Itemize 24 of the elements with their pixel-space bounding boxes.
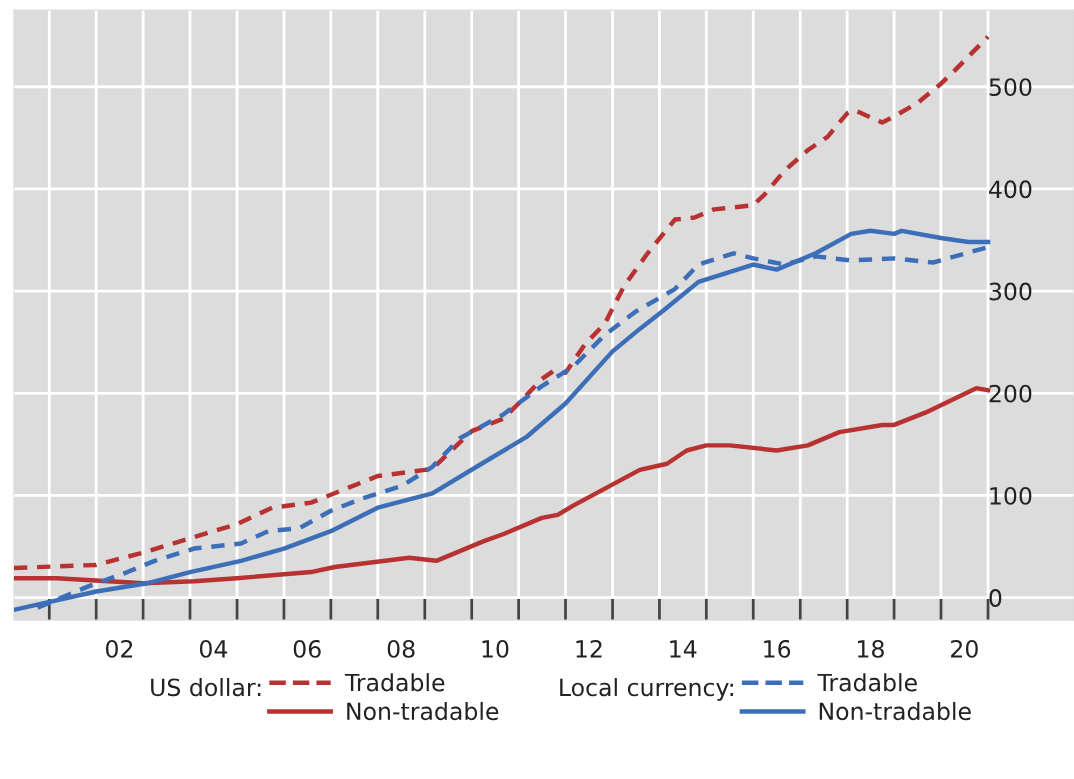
x-tick-label: 04 xyxy=(199,639,228,658)
legend-label: Non-tradable xyxy=(347,701,499,721)
line-series xyxy=(13,385,991,586)
x-tick-label: 08 xyxy=(387,639,415,658)
y-tick-label: 0 xyxy=(989,589,1002,607)
y-tick-label: 300 xyxy=(989,282,1032,301)
x-tick-label: 18 xyxy=(858,639,884,658)
x-tick-label: 14 xyxy=(670,640,697,658)
x-tick-label: 16 xyxy=(764,639,791,658)
text: Local currency: xyxy=(560,677,733,701)
legend-label: Non-tradable xyxy=(819,701,971,721)
y-tick-label: 500 xyxy=(989,78,1032,97)
legend-label: Tradable xyxy=(817,673,917,692)
text: US dollar: xyxy=(151,677,261,697)
x-tick-label: 10 xyxy=(482,639,509,658)
y-tick-label: 200 xyxy=(989,384,1032,403)
x-tick-label: 12 xyxy=(576,639,602,658)
x-tick-label: 06 xyxy=(293,639,321,658)
x-tick-label: 20 xyxy=(951,639,978,658)
x-tick-label: 02 xyxy=(106,639,133,658)
line-series xyxy=(13,34,991,571)
y-tick-label: 400 xyxy=(989,180,1032,199)
y-tick-label: 100 xyxy=(990,486,1032,505)
legend-label: Tradable xyxy=(344,673,445,692)
